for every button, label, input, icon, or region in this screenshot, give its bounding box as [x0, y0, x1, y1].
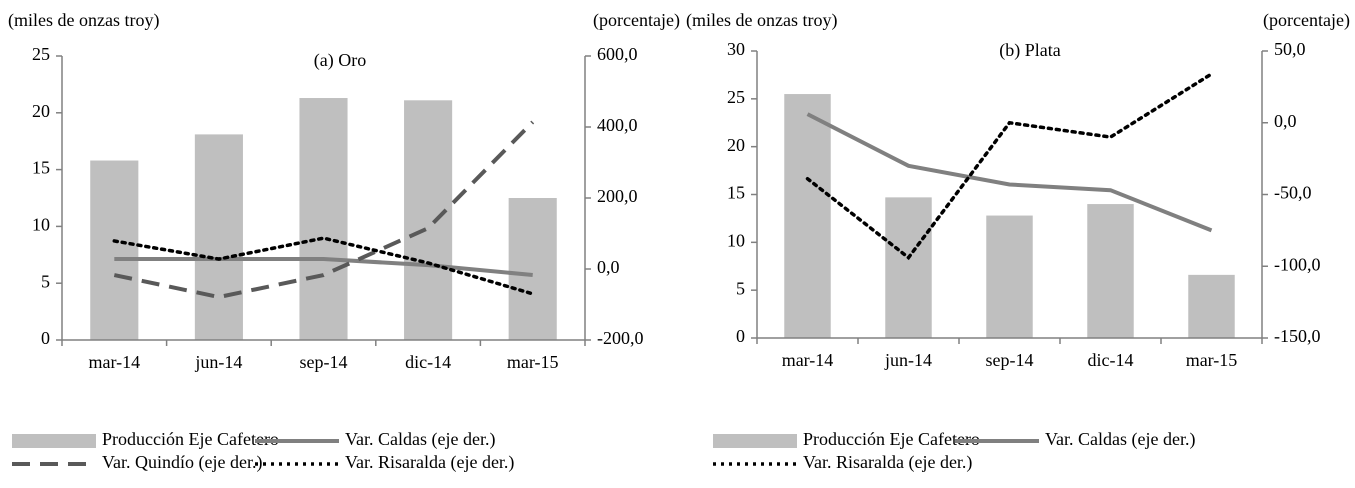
y-tick-label: 15: [32, 158, 50, 178]
chart-title: (a) Oro: [314, 50, 366, 71]
line-series: [806, 112, 1213, 233]
chart-title: (b) Plata: [999, 40, 1060, 61]
bar: [986, 215, 1033, 338]
x-tick-label: jun-14: [884, 350, 932, 370]
x-tick-label: mar-15: [507, 352, 559, 372]
y2-tick-label: 0,0: [1274, 111, 1297, 131]
bar: [885, 197, 932, 338]
y2-tick-label: -150,0: [1274, 326, 1321, 346]
line-series: [112, 236, 535, 296]
legend-label: Producción Eje Cafetero: [102, 429, 279, 449]
bar: [1188, 274, 1235, 338]
y-tick-label: 10: [32, 215, 50, 235]
y2-tick-label: 600,0: [597, 44, 638, 64]
y2-tick-label: 0,0: [597, 257, 620, 277]
y-tick-label: 0: [736, 326, 745, 346]
y2-tick-label: 50,0: [1274, 39, 1306, 59]
x-tick-label: dic-14: [1088, 350, 1134, 370]
line-series: [805, 72, 1214, 261]
legend-label: Var. Quindío (eje der.): [102, 452, 262, 473]
bar: [508, 198, 557, 340]
y-axis-label: (miles de onzas troy): [8, 10, 159, 31]
line-series: [113, 120, 535, 300]
y2-tick-label: -200,0: [597, 328, 644, 348]
y2-tick-label: 200,0: [597, 186, 638, 206]
y2-tick-label: -100,0: [1274, 254, 1321, 274]
bar: [299, 98, 348, 340]
y-tick-label: 10: [727, 230, 745, 250]
y2-axis-label: (porcentaje): [1263, 10, 1350, 31]
y-tick-label: 20: [727, 135, 745, 155]
line-series: [114, 257, 533, 278]
x-tick-label: mar-15: [1186, 350, 1238, 370]
bar: [784, 94, 831, 338]
legend-label: Var. Risaralda (eje der.): [345, 452, 514, 473]
y-tick-label: 0: [41, 328, 50, 348]
y-tick-label: 25: [727, 87, 745, 107]
x-tick-label: mar-14: [782, 350, 834, 370]
y-tick-label: 30: [727, 39, 745, 59]
x-tick-label: sep-14: [300, 352, 348, 372]
legend-label: Var. Risaralda (eje der.): [803, 452, 972, 473]
y-tick-label: 5: [736, 278, 745, 298]
x-tick-label: mar-14: [88, 352, 140, 372]
x-tick-label: jun-14: [194, 352, 242, 372]
y2-tick-label: 400,0: [597, 115, 638, 135]
legend-swatch: [12, 434, 96, 448]
y-tick-label: 20: [32, 101, 50, 121]
bar: [194, 134, 243, 340]
y2-tick-label: -50,0: [1274, 183, 1312, 203]
bar: [90, 160, 139, 340]
bar: [1087, 204, 1134, 338]
x-tick-label: sep-14: [986, 350, 1034, 370]
y-tick-label: 5: [41, 271, 50, 291]
y-tick-label: 15: [727, 183, 745, 203]
bar: [404, 100, 453, 340]
legend-label: Producción Eje Cafetero: [803, 429, 980, 449]
legend-label: Var. Caldas (eje der.): [1045, 429, 1195, 450]
y-tick-label: 25: [32, 44, 50, 64]
legend-label: Var. Caldas (eje der.): [345, 429, 495, 450]
y2-axis-label: (porcentaje): [593, 10, 680, 31]
y-axis-label: (miles de onzas troy): [686, 10, 837, 31]
legend-swatch: [713, 434, 797, 448]
x-tick-label: dic-14: [405, 352, 451, 372]
